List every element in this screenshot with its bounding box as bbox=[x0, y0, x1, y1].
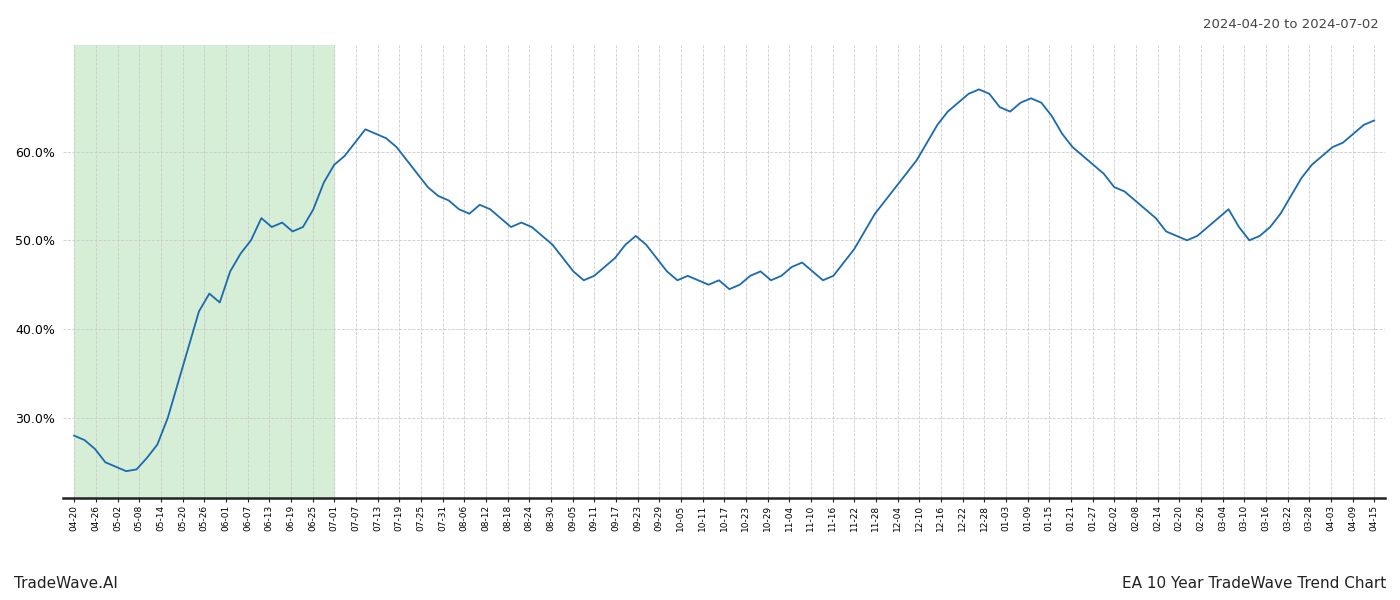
Bar bbox=[74, 45, 335, 498]
Text: TradeWave.AI: TradeWave.AI bbox=[14, 576, 118, 591]
Text: 2024-04-20 to 2024-07-02: 2024-04-20 to 2024-07-02 bbox=[1203, 18, 1379, 31]
Text: EA 10 Year TradeWave Trend Chart: EA 10 Year TradeWave Trend Chart bbox=[1121, 576, 1386, 591]
